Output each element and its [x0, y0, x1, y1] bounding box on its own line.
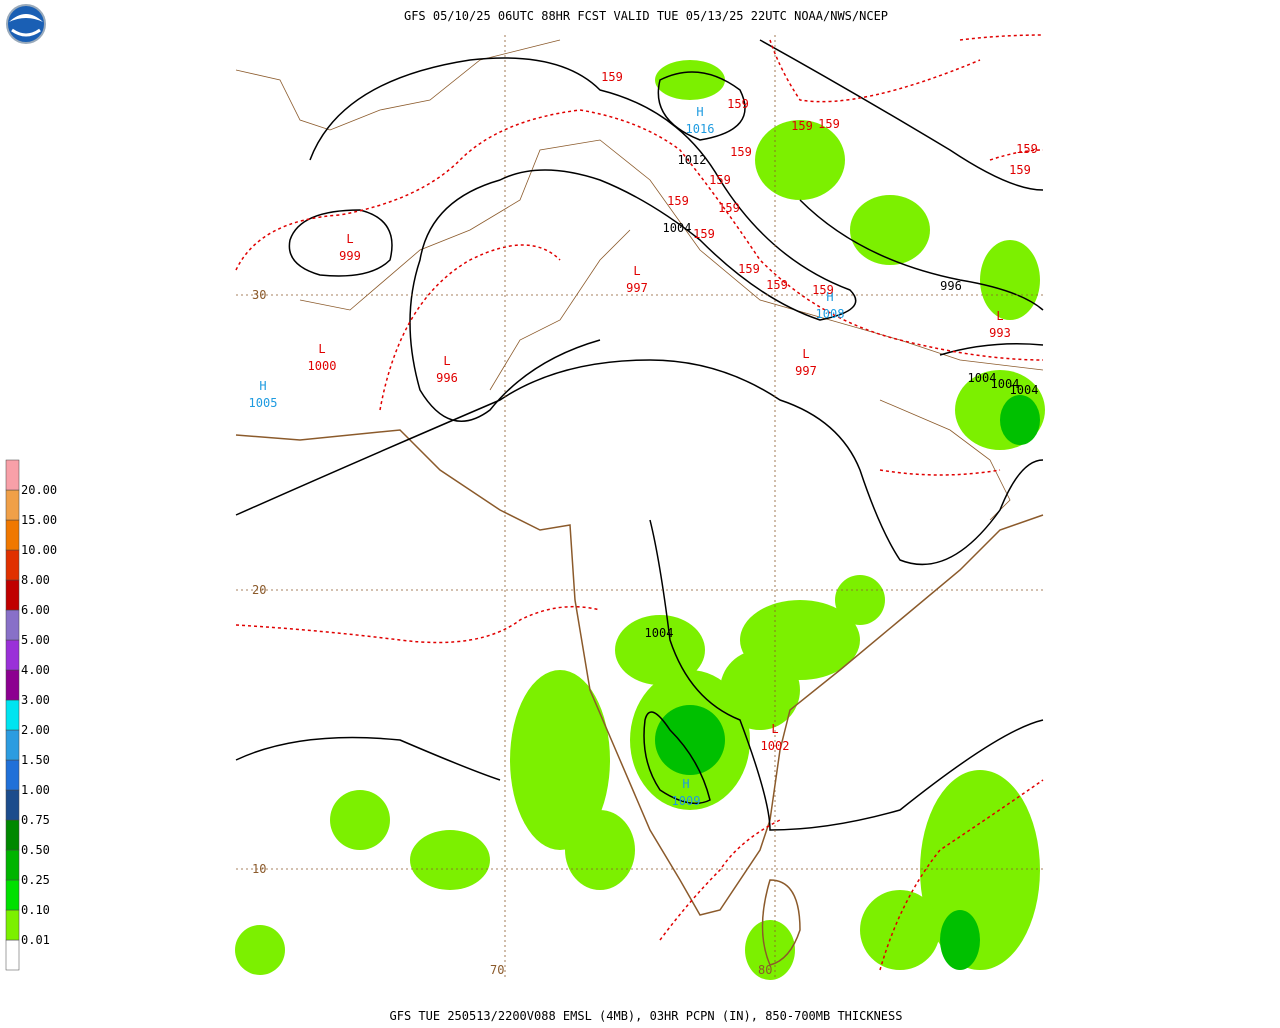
legend-label: 0.50 [21, 843, 50, 857]
thickness-label: 159 [1016, 142, 1038, 156]
legend-label: 3.00 [21, 693, 50, 707]
center-symbol: L [633, 264, 640, 278]
center-symbol: L [996, 309, 1003, 323]
thickness-label: 159 [727, 97, 749, 111]
lat-label: 20 [252, 583, 266, 597]
map-labels: 30 20 10 70 80 L 999 L 997 L 1000 L 996 L 997 L 993 L 1002… [249, 70, 1039, 977]
isobar-label: 1004 [968, 371, 997, 385]
legend-swatch [5, 549, 20, 581]
center-pressure: 1000 [308, 359, 337, 373]
precip-heavy [655, 395, 1040, 970]
legend-label: 4.00 [21, 663, 50, 677]
legend-label: 20.00 [21, 483, 57, 497]
center-pressure: 1016 [686, 122, 715, 136]
coastlines [235, 429, 1044, 966]
isobar-label: 1004 [1010, 383, 1039, 397]
legend-label: 0.10 [21, 903, 50, 917]
center-symbol: H [682, 777, 689, 791]
isobar-label: 1004 [645, 626, 674, 640]
legend-swatch [5, 609, 20, 641]
thickness-label: 159 [766, 278, 788, 292]
legend-label: 8.00 [21, 573, 50, 587]
center-pressure: 997 [626, 281, 648, 295]
legend-swatch [5, 579, 20, 611]
legend-label: 1.50 [21, 753, 50, 767]
isobar-label: 1012 [678, 153, 707, 167]
legend-swatch [5, 519, 20, 551]
legend-swatch [5, 789, 20, 821]
thickness-lines [235, 34, 1044, 971]
legend-swatch [5, 879, 20, 911]
thickness-label: 159 [601, 70, 623, 84]
center-symbol: L [771, 722, 778, 736]
thickness-label: 159 [730, 145, 752, 159]
lat-label: 30 [252, 288, 266, 302]
legend-swatch [5, 729, 20, 761]
isobar-label: 1004 [663, 221, 692, 235]
legend-swatch [5, 669, 20, 701]
center-symbol: L [318, 342, 325, 356]
thickness-label: 159 [709, 173, 731, 187]
legend-label: 1.00 [21, 783, 50, 797]
center-pressure: 993 [989, 326, 1011, 340]
legend-swatch [5, 489, 20, 521]
thickness-label: 159 [718, 201, 740, 215]
center-pressure: 1008 [816, 307, 845, 321]
center-pressure: 999 [339, 249, 361, 263]
center-pressure: 1002 [761, 739, 790, 753]
center-symbol: L [346, 232, 353, 246]
legend-label: 0.75 [21, 813, 50, 827]
center-pressure: 1005 [249, 396, 278, 410]
precip-legend: 0.01 0.10 0.25 0.50 0.75 1.00 1.50 2.00 3.00 4.00… [5, 459, 57, 971]
caption: GFS TUE 250513/2200V088 EMSL (4MB), 03HR… [390, 1009, 903, 1023]
thickness-label: 159 [693, 227, 715, 241]
center-pressure: 997 [795, 364, 817, 378]
lon-label: 70 [490, 963, 504, 977]
thickness-label: 159 [812, 283, 834, 297]
center-symbol: H [696, 105, 703, 119]
legend-swatch [5, 909, 20, 941]
thickness-label: 159 [1009, 163, 1031, 177]
legend-swatch [5, 849, 20, 881]
legend-swatch [5, 939, 20, 971]
legend-swatch [5, 699, 20, 731]
center-symbol: L [802, 347, 809, 361]
thickness-label: 159 [791, 119, 813, 133]
isobar-label: 996 [940, 279, 962, 293]
center-pressure: 996 [436, 371, 458, 385]
lat-label: 10 [252, 862, 266, 876]
center-symbol: H [826, 290, 833, 304]
precip-areas [235, 60, 1045, 980]
center-pressure: 1009 [672, 794, 701, 808]
legend-label: 6.00 [21, 603, 50, 617]
center-symbol: H [259, 379, 266, 393]
legend-swatch [5, 459, 20, 491]
legend-label: 15.00 [21, 513, 57, 527]
legend-label: 0.01 [21, 933, 50, 947]
thickness-label: 159 [818, 117, 840, 131]
noaa-logo [6, 4, 46, 44]
legend-label: 0.25 [21, 873, 50, 887]
isobars [235, 39, 1044, 831]
isobar-label: 1004 [991, 377, 1020, 391]
graticule [236, 35, 1043, 977]
borders [235, 39, 1044, 521]
legend-swatch [5, 639, 20, 671]
legend-label: 2.00 [21, 723, 50, 737]
center-symbol: L [443, 354, 450, 368]
legend-label: 10.00 [21, 543, 57, 557]
thickness-label: 159 [738, 262, 760, 276]
legend-swatch [5, 759, 20, 791]
legend-label: 5.00 [21, 633, 50, 647]
lon-label: 80 [758, 963, 772, 977]
title: GFS 05/10/25 06UTC 88HR FCST VALID TUE 0… [404, 9, 888, 23]
thickness-label: 159 [667, 194, 689, 208]
legend-swatch [5, 819, 20, 851]
